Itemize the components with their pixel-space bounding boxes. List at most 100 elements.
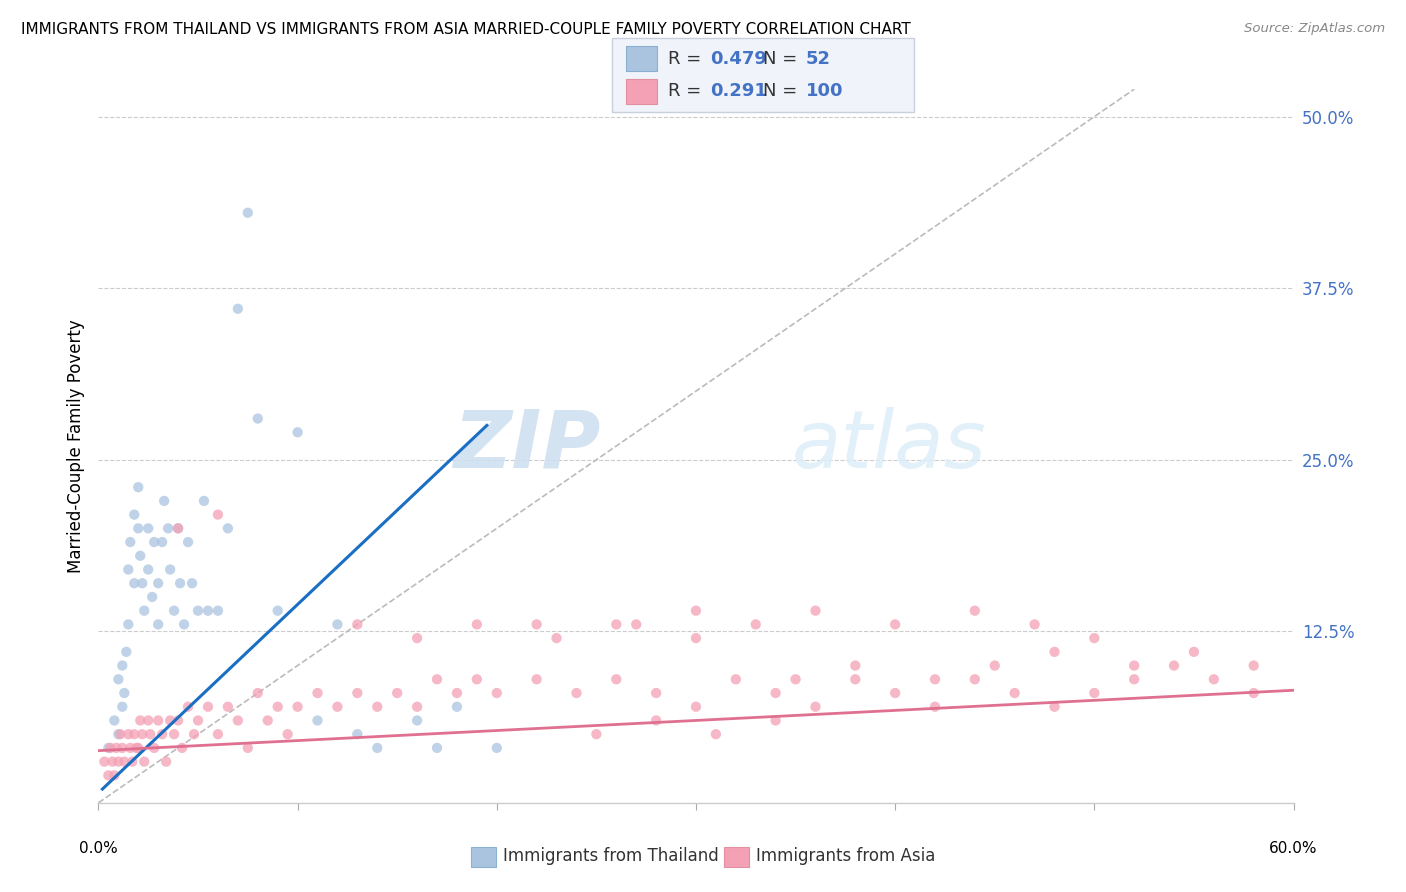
Point <box>366 740 388 755</box>
Point <box>169 576 191 591</box>
Point <box>101 755 124 769</box>
Text: R =: R = <box>668 82 707 100</box>
Point <box>97 740 120 755</box>
Point <box>406 714 429 728</box>
Point <box>187 714 209 728</box>
Point <box>645 686 668 700</box>
Point <box>217 521 239 535</box>
Point <box>1182 645 1205 659</box>
Point <box>685 631 707 645</box>
Point <box>844 658 866 673</box>
Text: 100: 100 <box>806 82 844 100</box>
Y-axis label: Married-Couple Family Poverty: Married-Couple Family Poverty <box>67 319 86 573</box>
Text: IMMIGRANTS FROM THAILAND VS IMMIGRANTS FROM ASIA MARRIED-COUPLE FAMILY POVERTY C: IMMIGRANTS FROM THAILAND VS IMMIGRANTS F… <box>21 22 911 37</box>
Point <box>366 699 388 714</box>
Point <box>131 727 153 741</box>
Point <box>159 714 181 728</box>
Point <box>153 494 176 508</box>
Point <box>277 727 299 741</box>
Text: 0.479: 0.479 <box>710 50 766 68</box>
Point <box>173 617 195 632</box>
Point <box>1083 631 1105 645</box>
Point <box>127 521 149 535</box>
Point <box>148 576 170 591</box>
Point <box>1083 686 1105 700</box>
Point <box>111 699 134 714</box>
Point <box>131 576 153 591</box>
Point <box>1163 658 1185 673</box>
Point <box>406 699 429 714</box>
Point <box>626 617 648 632</box>
Point <box>1043 699 1066 714</box>
Point <box>117 562 139 576</box>
Point <box>267 699 290 714</box>
Point <box>287 699 309 714</box>
Point <box>844 673 866 687</box>
Point <box>704 727 727 741</box>
Point <box>177 699 200 714</box>
Point <box>129 549 152 563</box>
Point <box>884 686 907 700</box>
Text: Immigrants from Thailand: Immigrants from Thailand <box>503 847 718 865</box>
Point <box>745 617 768 632</box>
Point <box>256 714 278 728</box>
Text: ZIP: ZIP <box>453 407 600 485</box>
Point <box>143 535 166 549</box>
Point <box>346 727 368 741</box>
Point <box>207 508 229 522</box>
Point <box>585 727 607 741</box>
Text: N =: N = <box>763 50 803 68</box>
Point <box>105 740 128 755</box>
Point <box>143 740 166 755</box>
Point <box>181 576 204 591</box>
Point <box>246 411 269 425</box>
Point <box>172 740 194 755</box>
Point <box>605 617 627 632</box>
Point <box>1243 658 1265 673</box>
Point <box>446 686 468 700</box>
Point <box>167 714 190 728</box>
Point <box>924 699 946 714</box>
Point <box>207 604 229 618</box>
Point <box>385 686 409 700</box>
Text: N =: N = <box>763 82 803 100</box>
Point <box>187 604 209 618</box>
Point <box>804 604 827 618</box>
Point <box>963 673 986 687</box>
Point <box>724 673 747 687</box>
Point <box>107 727 129 741</box>
Point <box>526 617 548 632</box>
Point <box>134 755 156 769</box>
Point <box>177 535 200 549</box>
Point <box>136 562 159 576</box>
Point <box>307 686 329 700</box>
Text: Immigrants from Asia: Immigrants from Asia <box>756 847 936 865</box>
Point <box>446 699 468 714</box>
Point <box>120 535 142 549</box>
Point <box>426 673 449 687</box>
Point <box>112 686 135 700</box>
Point <box>110 727 132 741</box>
Point <box>785 673 807 687</box>
Point <box>129 714 152 728</box>
Point <box>246 686 269 700</box>
Point <box>485 686 508 700</box>
Point <box>1202 673 1225 687</box>
Point <box>157 521 180 535</box>
Point <box>121 755 143 769</box>
Point <box>150 727 173 741</box>
Point <box>1024 617 1046 632</box>
Point <box>197 699 219 714</box>
Point <box>1004 686 1026 700</box>
Point <box>155 755 177 769</box>
Point <box>326 699 349 714</box>
Point <box>485 740 508 755</box>
Point <box>197 604 219 618</box>
Text: Source: ZipAtlas.com: Source: ZipAtlas.com <box>1244 22 1385 36</box>
Point <box>426 740 449 755</box>
Point <box>120 740 142 755</box>
Point <box>141 590 163 604</box>
Point <box>167 521 190 535</box>
Text: 60.0%: 60.0% <box>1270 841 1317 856</box>
Point <box>765 686 787 700</box>
